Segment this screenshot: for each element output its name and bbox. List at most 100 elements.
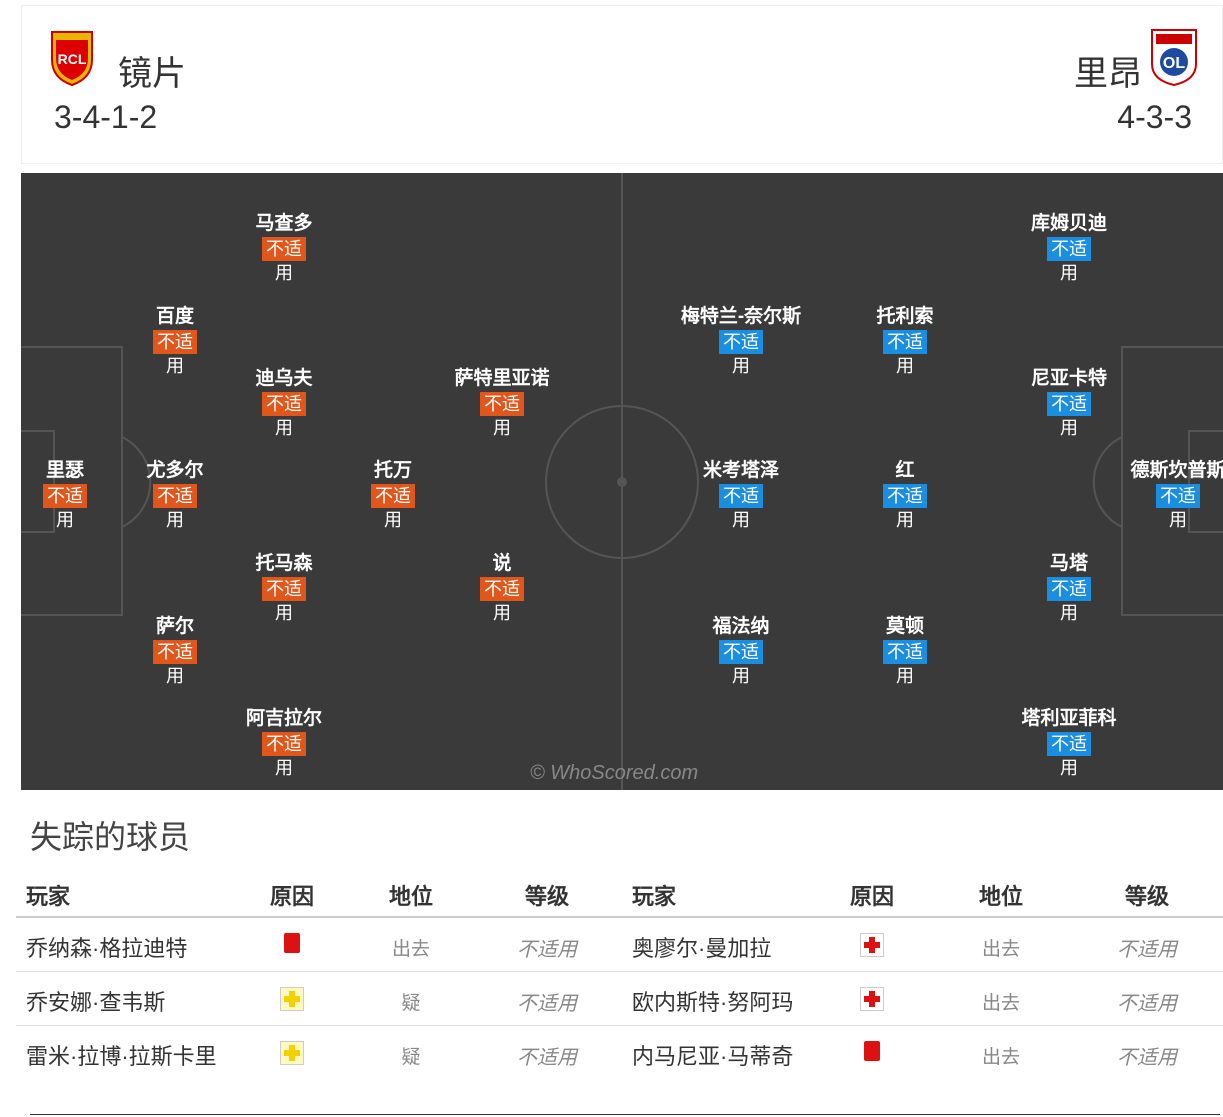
player-rating: 不适用 (883, 640, 927, 686)
rating: 不适用 (517, 1047, 577, 1069)
player: 萨尔 不适用 (95, 615, 255, 686)
player-name: 乔安娜·查韦斯 (26, 990, 166, 1015)
column-header: 玩家 (632, 884, 677, 909)
column-header: 玩家 (26, 884, 71, 909)
player-name: 奥廖尔·曼加拉 (632, 936, 772, 961)
player: 托利索 不适用 (825, 305, 985, 376)
reason-icon (857, 987, 887, 1011)
player: 福法纳 不适用 (661, 615, 821, 686)
player-name: 梅特兰-奈尔斯 (680, 306, 802, 327)
reason-icon (857, 933, 887, 957)
reason-icon-shape (860, 933, 884, 957)
player-name: 雷米·拉博·拉斯卡里 (26, 1044, 217, 1069)
away-formation: 4-3-3 (1117, 99, 1192, 135)
player: 托马森 不适用 (204, 552, 364, 623)
player: 米考塔泽 不适用 (661, 459, 821, 530)
player-rating: 不适用 (43, 484, 87, 530)
player: 托万 不适用 (313, 459, 473, 530)
player-name: 百度 (155, 306, 194, 327)
player-rating: 不适用 (262, 732, 306, 778)
player: 萨特里亚诺 不适用 (422, 367, 582, 438)
status: 出去 (391, 939, 430, 960)
player-name: 马塔 (1049, 553, 1088, 574)
player-rating: 不适用 (153, 484, 197, 530)
player-rating: 不适用 (719, 330, 763, 376)
divider (16, 916, 1223, 918)
reason-icon-shape (280, 987, 304, 1011)
player-rating: 不适用 (1156, 484, 1200, 530)
player-name: 迪乌夫 (255, 368, 313, 389)
player-rating: 不适用 (262, 392, 306, 438)
player: 阿吉拉尔 不适用 (204, 707, 364, 778)
reason-icon-shape (864, 1041, 880, 1061)
divider (16, 971, 1223, 972)
pitch: 马查多 不适用 百度 不适用 迪乌夫 不适用 萨特里亚诺 不适用 里瑟 不适用 尤多尔 不适用 托万 不适… (21, 173, 1223, 790)
player-name: 库姆贝迪 (1030, 213, 1107, 234)
player-name: 塔利亚菲科 (1021, 708, 1117, 729)
player: 百度 不适用 (95, 305, 255, 376)
reason-icon (857, 1041, 887, 1061)
reason-icon (277, 933, 307, 953)
player-name: 马查多 (255, 213, 313, 234)
player-name: 德斯坎普斯 (1130, 460, 1223, 481)
player: 德斯坎普斯 不适用 (1098, 459, 1223, 530)
status: 出去 (981, 993, 1020, 1014)
divider (16, 1025, 1223, 1026)
player-name: 萨特里亚诺 (454, 368, 550, 389)
away-logo: OL (1151, 29, 1197, 86)
column-header: 等级 (1124, 884, 1169, 909)
column-header: 原因 (849, 884, 894, 909)
svg-text:RCL: RCL (58, 51, 87, 67)
home-name: 镜片 (118, 55, 186, 93)
column-header: 等级 (524, 884, 569, 909)
player-name: 阿吉拉尔 (245, 708, 322, 729)
player: 马塔 不适用 (989, 552, 1149, 623)
player: 库姆贝迪 不适用 (989, 212, 1149, 283)
player-rating: 不适用 (371, 484, 415, 530)
player: 马查多 不适用 (204, 212, 364, 283)
match-header: RCL 镜片 3-4-1-2 里昂 OL 4-3-3 (21, 5, 1223, 164)
player: 莫顿 不适用 (825, 615, 985, 686)
player-name: 欧内斯特·努阿玛 (632, 990, 794, 1015)
player-name: 红 (895, 460, 915, 481)
rating: 不适用 (1117, 993, 1177, 1015)
player: 迪乌夫 不适用 (204, 367, 364, 438)
player-rating: 不适用 (1047, 237, 1091, 283)
status: 疑 (401, 1047, 421, 1068)
rating: 不适用 (1117, 939, 1177, 961)
home-logo: RCL (51, 31, 93, 86)
player-name: 萨尔 (155, 616, 194, 637)
player-name: 莫顿 (885, 616, 924, 637)
reason-icon (277, 1041, 307, 1065)
column-header: 地位 (978, 884, 1023, 909)
player: 说不适用 (422, 552, 582, 623)
player-rating: 不适用 (480, 392, 524, 438)
player-rating: 不适用 (1047, 577, 1091, 623)
player-rating: 不适用 (883, 484, 927, 530)
reason-icon-shape (280, 1041, 304, 1065)
player-name: 托利索 (876, 306, 934, 327)
player: 里瑟 不适用 (0, 459, 145, 530)
player-name: 内马尼亚·马蒂奇 (632, 1044, 794, 1069)
player-name: 尤多尔 (146, 460, 204, 481)
status: 出去 (981, 1047, 1020, 1068)
player-rating: 不适用 (153, 330, 197, 376)
player-name: 托万 (373, 460, 412, 481)
status: 出去 (981, 939, 1020, 960)
status: 疑 (401, 993, 421, 1014)
player-rating: 不适用 (262, 577, 306, 623)
player: 尤多尔 不适用 (95, 459, 255, 530)
home-formation: 3-4-1-2 (54, 99, 158, 135)
player-rating: 不适用 (719, 484, 763, 530)
player-name: 说 (492, 553, 512, 574)
player-rating: 不适用 (1047, 392, 1091, 438)
player-rating: 不适用 (480, 577, 524, 623)
player: 红不适用 (825, 459, 985, 530)
player-name: 尼亚卡特 (1030, 368, 1107, 389)
player: 尼亚卡特 不适用 (989, 367, 1149, 438)
divider (30, 1114, 1220, 1115)
away-name: 里昂 (1074, 55, 1142, 93)
player-rating: 不适用 (262, 237, 306, 283)
watermark: © WhoScored.com (530, 762, 699, 784)
svg-text:OL: OL (1163, 55, 1185, 72)
